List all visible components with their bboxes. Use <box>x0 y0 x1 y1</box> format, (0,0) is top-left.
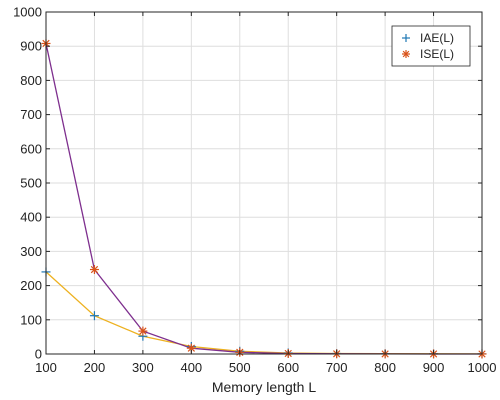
x-tick-label: 200 <box>84 360 106 375</box>
x-axis-label: Memory length L <box>212 379 316 395</box>
x-tick-label: 300 <box>132 360 154 375</box>
y-tick-label: 200 <box>20 278 42 293</box>
y-tick-label: 300 <box>20 244 42 259</box>
x-tick-label: 800 <box>374 360 396 375</box>
x-axis-ticks: 100 200 300 400 500 600 700 800 900 1000 <box>35 12 496 375</box>
grid <box>45 11 483 355</box>
y-tick-label: 800 <box>20 73 42 88</box>
legend-entry-label: IAE(L) <box>420 31 454 45</box>
legend-entry-label: ISE(L) <box>420 47 454 61</box>
legend: IAE(L) ISE(L) <box>391 25 471 67</box>
y-tick-label: 900 <box>20 39 42 54</box>
y-tick-label: 500 <box>20 176 42 191</box>
y-axis-ticks: 0 100 200 300 400 500 600 700 800 900 1000 <box>13 5 482 362</box>
x-tick-label: 600 <box>277 360 299 375</box>
x-tick-label: 500 <box>229 360 251 375</box>
x-tick-label: 900 <box>423 360 445 375</box>
y-tick-label: 100 <box>20 312 42 327</box>
x-tick-label: 100 <box>35 360 57 375</box>
y-tick-label: 1000 <box>13 5 42 20</box>
y-tick-label: 0 <box>35 347 42 362</box>
legend-marker-asterisk <box>402 50 410 58</box>
x-tick-label: 700 <box>326 360 348 375</box>
legend-marker-plus <box>402 34 410 42</box>
x-tick-label: 400 <box>180 360 202 375</box>
data-point-asterisk <box>89 265 99 275</box>
data-point-plus <box>89 311 99 321</box>
y-tick-label: 700 <box>20 107 42 122</box>
y-tick-label: 400 <box>20 210 42 225</box>
y-tick-label: 600 <box>20 141 42 156</box>
data-point-asterisk <box>138 326 148 336</box>
legend-box <box>391 25 471 67</box>
x-tick-label: 1000 <box>468 360 497 375</box>
